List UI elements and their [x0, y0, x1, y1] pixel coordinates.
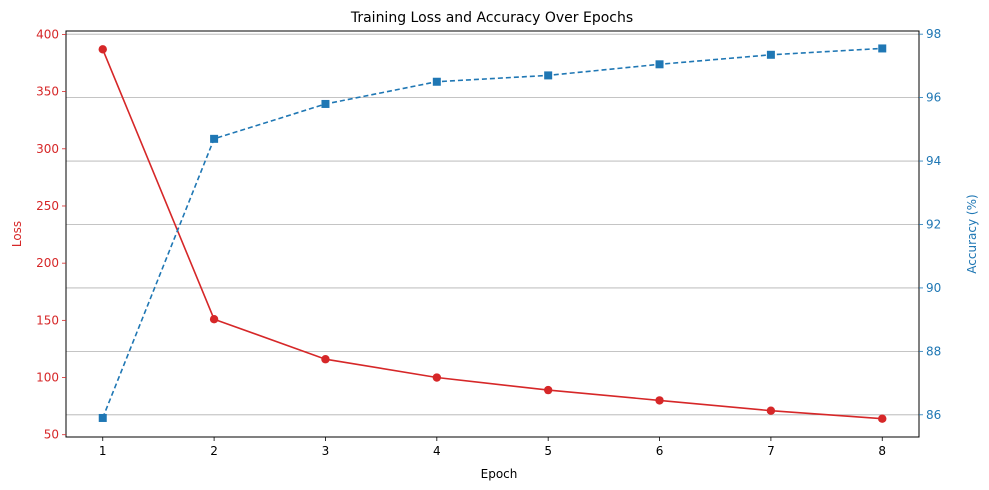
right-tick-label: 96	[926, 91, 941, 105]
x-tick-label: 3	[322, 444, 330, 458]
series-layer	[98, 44, 887, 423]
left-tick-label: 50	[44, 428, 59, 442]
x-tick-label: 4	[433, 444, 441, 458]
right-tick-label: 88	[926, 344, 941, 358]
plot-frame	[65, 30, 920, 438]
loss-marker	[209, 315, 219, 324]
left-tick-label: 250	[36, 199, 59, 213]
left-tick-label: 150	[36, 313, 59, 327]
accuracy-marker	[98, 413, 107, 422]
accuracy-marker	[766, 50, 775, 59]
accuracy-marker	[210, 134, 219, 143]
x-tick-label: 7	[767, 444, 775, 458]
left-tick-label: 200	[36, 256, 59, 270]
left-tick-label: 300	[36, 142, 59, 156]
loss-marker	[655, 396, 664, 405]
right-tick-label: 86	[926, 408, 941, 422]
accuracy-marker	[321, 99, 330, 108]
loss-marker	[98, 45, 107, 54]
left-tick-label: 400	[36, 27, 59, 41]
x-tick-label: 5	[544, 444, 552, 458]
x-tick-label: 1	[99, 444, 107, 458]
loss-marker	[321, 355, 330, 364]
chart-title: Training Loss and Accuracy Over Epochs	[350, 10, 633, 26]
left-tick-label: 100	[36, 371, 59, 385]
loss-marker	[878, 414, 887, 423]
right-tick-label: 92	[926, 217, 941, 231]
loss-marker	[766, 406, 776, 415]
axis-layer: 1 2 3 4 5 6 7 8 50 100 150 200 250 300 350 400 86 88 90 92 9…	[36, 27, 941, 458]
x-axis-label: Epoch	[481, 467, 518, 481]
accuracy-marker	[432, 77, 441, 86]
accuracy-marker	[544, 71, 553, 80]
left-tick-label: 350	[36, 85, 59, 99]
right-tick-label: 98	[926, 27, 941, 41]
accuracy-line	[101, 47, 883, 419]
loss-marker	[543, 385, 553, 395]
accuracy-marker	[878, 44, 887, 53]
x-tick-label: 2	[210, 444, 218, 458]
right-tick-label: 90	[926, 281, 941, 295]
grid-layer	[66, 33, 919, 416]
left-axis-label: Loss	[10, 221, 24, 247]
loss-marker	[432, 373, 442, 382]
x-tick-label: 6	[656, 444, 664, 458]
x-tick-label: 8	[878, 444, 886, 458]
accuracy-marker	[655, 60, 664, 69]
right-axis-label: Accuracy (%)	[965, 194, 979, 273]
loss-line	[101, 48, 883, 420]
right-tick-label: 94	[926, 154, 941, 168]
